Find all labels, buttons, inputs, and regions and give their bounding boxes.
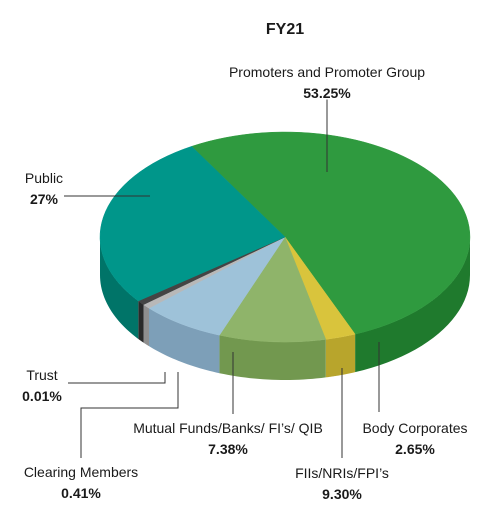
slice-side-promoters-and-promoter-group [355, 237, 470, 373]
slice-fiis-nris-fpi-s [219, 236, 327, 343]
slice-value-trust: 0.01% [22, 388, 62, 404]
slice-side-clearing-members [143, 304, 149, 347]
slice-label-mutual-funds-banks-fi-s-qib: Mutual Funds/Banks/ FI’s/ QIB [133, 420, 323, 436]
slice-side-trust [138, 300, 144, 343]
slice-value-promoters-and-promoter-group: 53.25% [303, 85, 351, 101]
slice-promoters-and-promoter-group [191, 131, 471, 335]
slice-labels: Promoters and Promoter Group 53.25% Body C… [21, 63, 469, 504]
leader-line-clearing-members [80, 372, 179, 458]
slice-label-promoters-and-promoter-group: Promoters and Promoter Group [229, 64, 425, 80]
slice-value-body-corporates: 2.65% [395, 441, 435, 457]
slice-label-body-corporates: Body Corporates [362, 420, 467, 436]
slice-side-fiis-nris-fpi-s [219, 335, 326, 380]
slice-value-fiis-nris-fpi-s: 9.30% [322, 486, 362, 502]
slice-label-public: Public [25, 170, 63, 186]
slice-public [99, 146, 286, 302]
slice-side-mutual-funds-banks-fi-s-qib [148, 308, 220, 374]
slice-label-clearing-members: Clearing Members [24, 464, 138, 480]
slice-side-public [100, 237, 139, 339]
slice-side-body-corporates [325, 334, 356, 378]
leader-lines [64, 98, 380, 458]
slice-value-public: 27% [30, 191, 59, 207]
slice-label-fiis-nris-fpi-s: FIIs/NRIs/FPI’s [295, 465, 389, 481]
slice-value-clearing-members: 0.41% [61, 485, 101, 501]
slice-label-trust: Trust [26, 367, 57, 383]
leader-line-trust [68, 372, 166, 384]
pie-slices [99, 131, 471, 343]
pie-sides [100, 237, 470, 380]
slice-value-mutual-funds-banks-fi-s-qib: 7.38% [208, 441, 248, 457]
chart-title: FY21 [266, 21, 304, 38]
